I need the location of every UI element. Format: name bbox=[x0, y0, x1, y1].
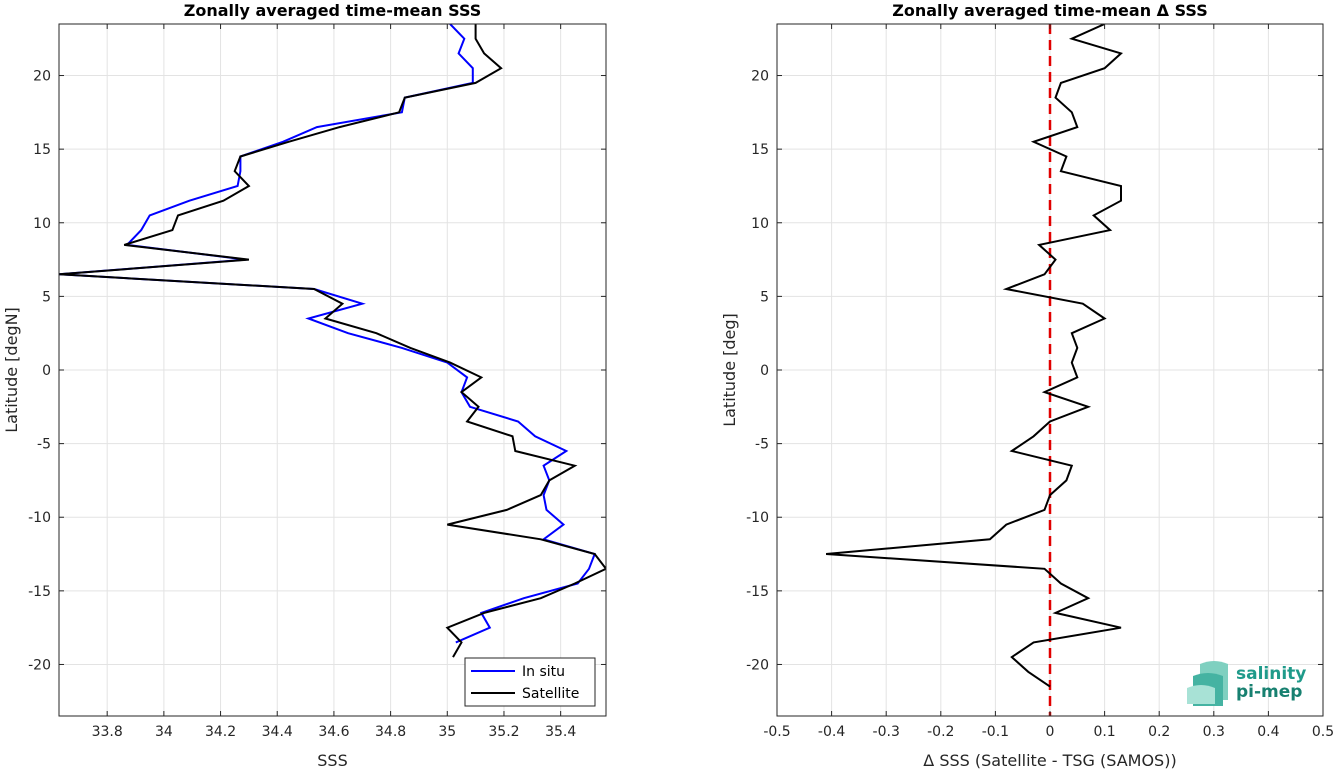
x-tick-label: 34.6 bbox=[318, 724, 349, 740]
y-axis-label: Latitude [degN] bbox=[2, 307, 21, 433]
legend-label: Satellite bbox=[522, 686, 579, 702]
x-tick-label: 33.8 bbox=[92, 724, 123, 740]
x-tick-label: 0.4 bbox=[1257, 724, 1279, 740]
series-line-0 bbox=[826, 24, 1123, 688]
y-tick-label: 0 bbox=[760, 363, 769, 379]
logo-line1: salinity bbox=[1236, 664, 1306, 684]
x-tick-label: 35 bbox=[438, 724, 456, 740]
x-tick-label: 0.1 bbox=[1093, 724, 1115, 740]
y-tick-label: -5 bbox=[37, 437, 51, 453]
y-tick-label: -10 bbox=[746, 510, 769, 526]
x-axis-label: Δ SSS (Satellite - TSG (SAMOS)) bbox=[923, 751, 1176, 769]
y-tick-label: -5 bbox=[755, 437, 769, 453]
y-tick-label: -10 bbox=[28, 510, 51, 526]
y-tick-label: 10 bbox=[33, 216, 51, 232]
chart-title: Zonally averaged time-mean SSS bbox=[184, 1, 482, 20]
y-axis-label: Latitude [deg] bbox=[720, 313, 739, 427]
y-tick-label: -20 bbox=[746, 657, 769, 673]
logo: salinity pi-mep bbox=[1187, 661, 1306, 706]
x-tick-label: 34 bbox=[155, 724, 173, 740]
x-tick-label: 0.2 bbox=[1148, 724, 1170, 740]
x-tick-label: -0.3 bbox=[873, 724, 900, 740]
wave-logo-icon bbox=[1187, 661, 1228, 706]
legend-label: In situ bbox=[522, 664, 565, 680]
x-tick-label: 34.2 bbox=[205, 724, 236, 740]
y-tick-label: 15 bbox=[751, 142, 769, 158]
x-tick-label: -0.2 bbox=[927, 724, 954, 740]
y-tick-label: 20 bbox=[751, 69, 769, 85]
x-tick-label: 35.2 bbox=[488, 724, 519, 740]
y-tick-label: 15 bbox=[33, 142, 51, 158]
x-tick-label: 35.4 bbox=[545, 724, 576, 740]
legend-box bbox=[464, 657, 596, 707]
x-tick-label: 0.3 bbox=[1203, 724, 1225, 740]
chart-title: Zonally averaged time-mean Δ SSS bbox=[892, 1, 1208, 20]
y-tick-label: 0 bbox=[42, 363, 51, 379]
x-tick-label: -0.5 bbox=[763, 724, 790, 740]
x-tick-label: -0.4 bbox=[818, 724, 845, 740]
sss-panel: 33.8 34 34.2 34.4 34.6 34.8 35 35.2 35.4 -20 -15 -1… bbox=[2, 1, 607, 769]
series-line-satellite bbox=[59, 24, 606, 658]
y-tick-label: -20 bbox=[28, 657, 51, 673]
y-tick-label: 20 bbox=[33, 69, 51, 85]
x-axis-label: SSS bbox=[317, 751, 347, 769]
y-tick-label: -15 bbox=[746, 584, 769, 600]
y-tick-label: 10 bbox=[751, 216, 769, 232]
y-tick-label: 5 bbox=[42, 289, 51, 305]
y-tick-label: 5 bbox=[760, 289, 769, 305]
legend: In situ Satellite bbox=[464, 657, 596, 707]
delta-sss-panel: -0.5 -0.4 -0.3 -0.2 -0.1 0 0.1 0.2 0.3 0.4 0.5 -20 -… bbox=[720, 1, 1334, 769]
x-tick-label: -0.1 bbox=[982, 724, 1009, 740]
logo-line2: pi-mep bbox=[1236, 682, 1302, 702]
x-tick-label: 34.8 bbox=[375, 724, 406, 740]
y-tick-label: -15 bbox=[28, 584, 51, 600]
x-tick-label: 0.5 bbox=[1312, 724, 1334, 740]
x-tick-label: 34.4 bbox=[262, 724, 293, 740]
x-tick-label: 0 bbox=[1046, 724, 1055, 740]
